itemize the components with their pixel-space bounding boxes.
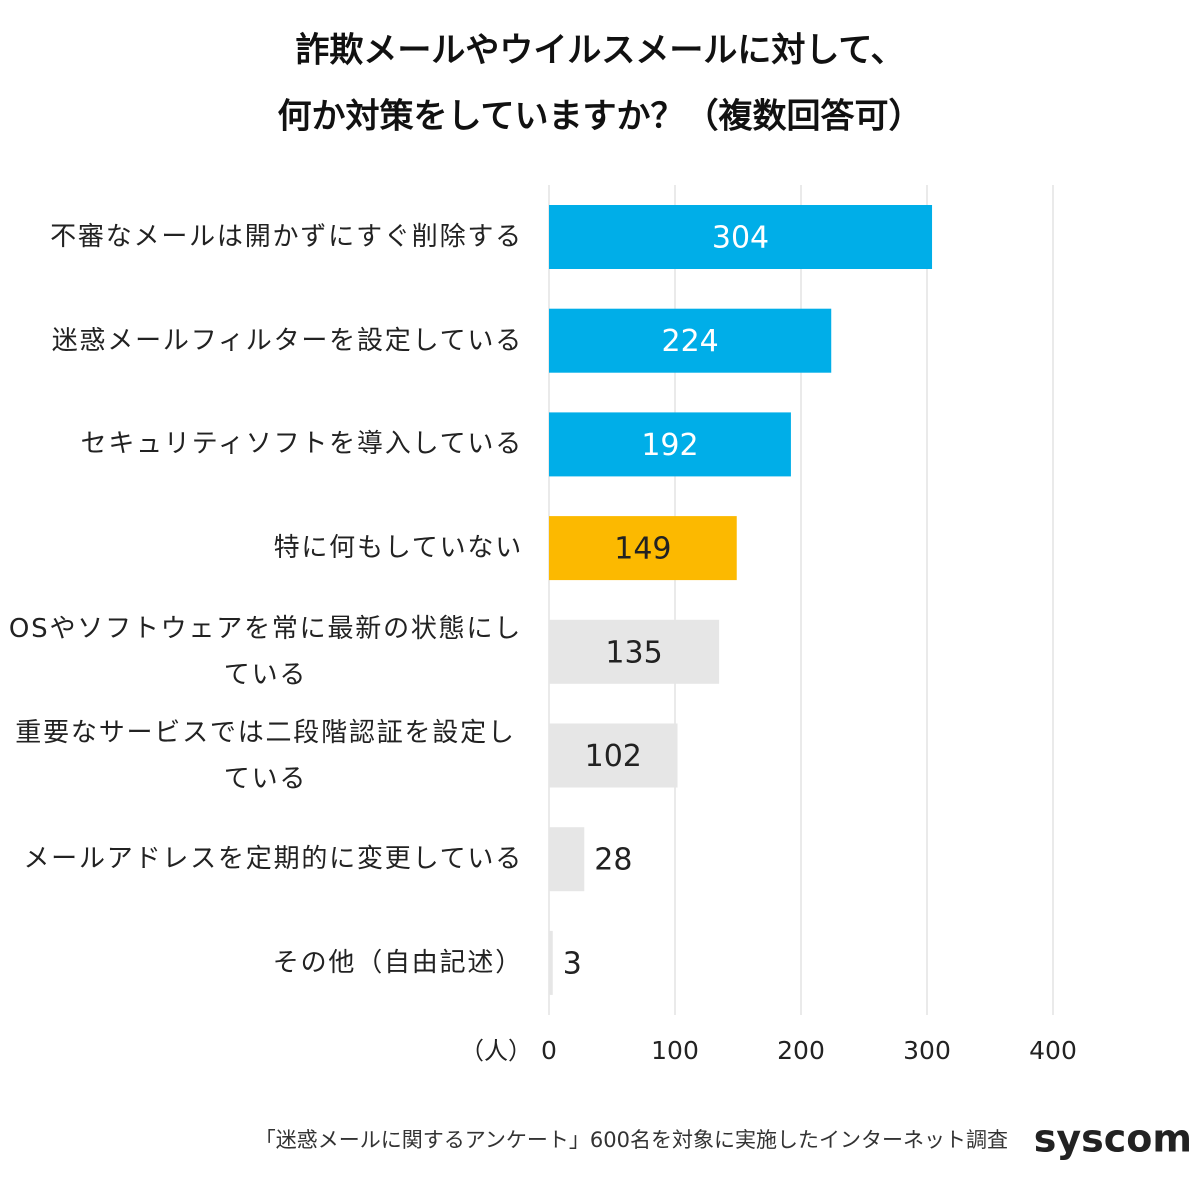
x-tick-label: 100	[651, 1036, 699, 1065]
category-label: その他（自由記述）	[272, 947, 523, 978]
value-label: 102	[585, 739, 642, 774]
value-label: 224	[661, 324, 718, 359]
bar	[549, 930, 553, 995]
category-label: 不審なメールは開かずにすぐ削除する	[50, 222, 523, 252]
x-axis-label: （人）	[460, 1037, 532, 1065]
category-label: メールアドレスを定期的に変更している	[23, 844, 523, 875]
x-tick-label: 300	[903, 1036, 951, 1065]
chart-title: 何か対策をしていますか？（複数回答可）	[278, 97, 923, 137]
bar	[549, 412, 791, 477]
logo: syscom	[1034, 1117, 1192, 1161]
value-label: 135	[605, 635, 662, 670]
bar	[549, 516, 737, 581]
value-label: 28	[594, 843, 632, 878]
value-label: 192	[641, 428, 698, 463]
x-tick-label: 200	[777, 1036, 825, 1065]
category-label: OSやソフトウェアを常に最新の状態にしている	[8, 613, 523, 690]
bar	[549, 308, 832, 373]
bar	[549, 205, 933, 269]
value-label: 149	[614, 532, 671, 567]
source-note: 「迷惑メールに関するアンケート」600名を対象に実施したインターネット調査	[255, 1128, 1008, 1152]
category-label: 迷惑メールフィルターを設定している	[51, 325, 523, 356]
x-tick-label: 0	[541, 1036, 557, 1065]
x-tick-label: 400	[1029, 1036, 1077, 1065]
bar	[549, 827, 585, 892]
bar	[549, 723, 678, 788]
category-label: 重要なサービスでは二段階認証を設定している	[15, 717, 516, 794]
category-label: セキュリティソフトを導入している	[80, 429, 523, 460]
category-label: 特に何もしていない	[273, 533, 523, 564]
value-label: 304	[712, 221, 769, 256]
value-label: 3	[563, 946, 582, 981]
chart-title: 詐欺メールやウイルスメールに対して、	[295, 31, 904, 71]
bar	[549, 619, 720, 684]
